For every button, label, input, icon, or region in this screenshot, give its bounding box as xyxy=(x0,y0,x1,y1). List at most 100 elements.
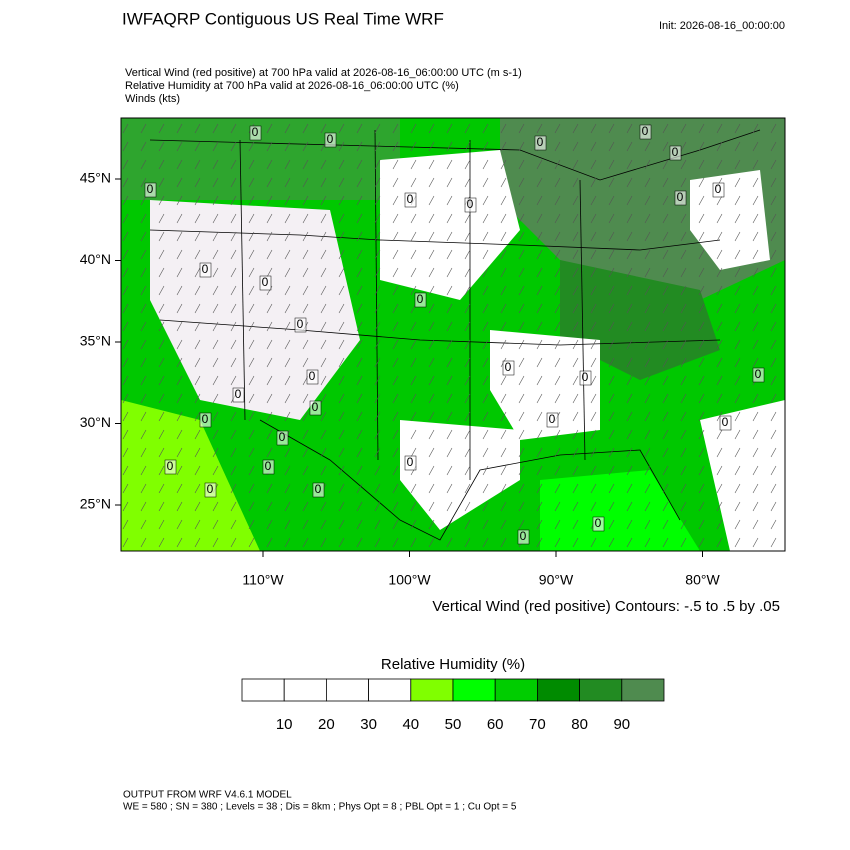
colorbar-title: Relative Humidity (%) xyxy=(381,656,525,673)
barb xyxy=(122,285,129,296)
barb xyxy=(266,537,273,548)
contour-label: 0 xyxy=(235,387,242,401)
contour-label-box xyxy=(464,197,477,213)
barb xyxy=(302,501,309,512)
barb xyxy=(626,195,633,206)
barb xyxy=(518,519,525,530)
barb xyxy=(716,465,723,476)
barb xyxy=(302,285,309,296)
barb xyxy=(158,519,165,530)
barb xyxy=(644,249,651,260)
barb xyxy=(338,393,345,404)
barb xyxy=(140,357,147,368)
barb xyxy=(734,339,741,350)
barb xyxy=(536,465,543,476)
barb xyxy=(464,501,471,512)
barb xyxy=(662,141,669,152)
barb xyxy=(266,267,273,278)
barb xyxy=(770,411,777,422)
barb xyxy=(464,447,471,458)
barb xyxy=(176,501,183,512)
barb xyxy=(482,537,489,548)
barb xyxy=(698,231,705,242)
contour-label: 0 xyxy=(715,182,722,196)
barb xyxy=(590,123,597,134)
barb xyxy=(284,267,291,278)
barb xyxy=(716,159,723,170)
barb xyxy=(716,375,723,386)
barb xyxy=(518,393,525,404)
footer: OUTPUT FROM WRF V4.6.1 MODEL xyxy=(123,790,292,801)
contour-label: 0 xyxy=(297,317,304,331)
barb xyxy=(752,465,759,476)
barb xyxy=(482,375,489,386)
colorbar-label: 70 xyxy=(529,716,546,733)
barb xyxy=(608,141,615,152)
barb xyxy=(500,375,507,386)
barb xyxy=(734,123,741,134)
barb xyxy=(446,465,453,476)
contour-label: 0 xyxy=(207,482,214,496)
barb xyxy=(230,429,237,440)
barb xyxy=(428,249,435,260)
barb xyxy=(518,357,525,368)
barb xyxy=(284,447,291,458)
barb xyxy=(392,267,399,278)
barb xyxy=(122,483,129,494)
barb xyxy=(698,285,705,296)
barb xyxy=(176,213,183,224)
barb xyxy=(176,249,183,260)
barb xyxy=(302,411,309,422)
map-field xyxy=(121,118,785,551)
barb xyxy=(446,483,453,494)
contour-label-box xyxy=(259,275,272,291)
barb xyxy=(626,411,633,422)
barb xyxy=(428,213,435,224)
barb xyxy=(590,177,597,188)
barb xyxy=(392,357,399,368)
barb xyxy=(392,447,399,458)
barb xyxy=(122,123,129,134)
barb xyxy=(122,159,129,170)
barb xyxy=(230,519,237,530)
barb xyxy=(338,213,345,224)
barb xyxy=(266,123,273,134)
barb xyxy=(770,357,777,368)
barb xyxy=(392,519,399,530)
barb xyxy=(374,393,381,404)
barb xyxy=(716,483,723,494)
barb xyxy=(230,249,237,260)
barb xyxy=(518,123,525,134)
barb xyxy=(140,177,147,188)
barb xyxy=(446,447,453,458)
barb xyxy=(338,411,345,422)
barb xyxy=(410,537,417,548)
barb xyxy=(320,303,327,314)
barb xyxy=(716,231,723,242)
barb xyxy=(410,411,417,422)
contour-label-box xyxy=(204,482,217,498)
barb xyxy=(302,537,309,548)
barb xyxy=(284,231,291,242)
barb xyxy=(158,465,165,476)
barb xyxy=(608,411,615,422)
barb xyxy=(734,177,741,188)
barb xyxy=(374,429,381,440)
barb xyxy=(554,177,561,188)
barb xyxy=(266,159,273,170)
barb xyxy=(266,357,273,368)
barb xyxy=(374,465,381,476)
barb xyxy=(230,177,237,188)
barb xyxy=(518,339,525,350)
barb xyxy=(338,231,345,242)
contour-label: 0 xyxy=(167,459,174,473)
barb xyxy=(176,177,183,188)
barb xyxy=(500,339,507,350)
barb xyxy=(158,195,165,206)
contour-label-box xyxy=(144,182,157,198)
barb xyxy=(608,123,615,134)
barb xyxy=(716,195,723,206)
barb xyxy=(428,375,435,386)
barb xyxy=(428,267,435,278)
